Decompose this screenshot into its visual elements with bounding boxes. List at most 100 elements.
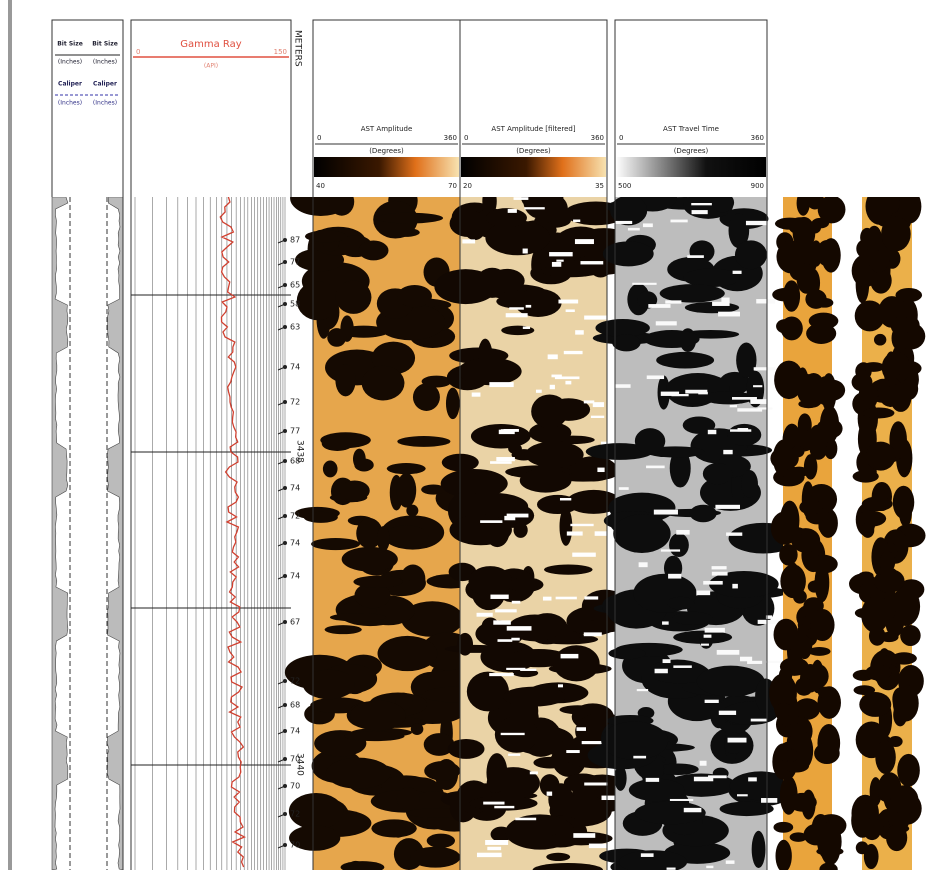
image-streak: [699, 760, 707, 766]
image-streak: [730, 429, 752, 432]
image-blob: [897, 753, 920, 787]
image-blob: [303, 511, 338, 523]
image-streak: [580, 261, 604, 265]
image-blob: [891, 652, 917, 665]
image-blob: [401, 601, 464, 637]
image-streak: [476, 852, 502, 858]
image-blob: [796, 263, 817, 294]
dip-label: 72: [290, 677, 300, 686]
image-streak: [715, 504, 741, 509]
image-blob: [774, 360, 804, 400]
image-blob: [891, 326, 906, 350]
image-streak: [584, 315, 609, 320]
color-bar: [461, 157, 606, 177]
image-blob: [634, 428, 666, 454]
image-streak: [711, 566, 727, 570]
tadpole-head: [283, 459, 287, 463]
image-blob: [395, 692, 413, 710]
tadpole-head: [283, 365, 287, 369]
image-blob: [728, 213, 750, 249]
image-blob: [862, 407, 895, 419]
image-streak: [506, 513, 529, 518]
image-blob: [796, 197, 810, 216]
image-streak: [706, 865, 714, 869]
image-streak: [673, 665, 692, 668]
image-blob: [773, 821, 794, 833]
image-blob: [856, 510, 887, 527]
image-blob: [304, 230, 348, 243]
image-streak: [576, 727, 586, 731]
image-blob: [612, 334, 641, 352]
image-streak: [640, 853, 654, 857]
image-streak: [508, 753, 521, 756]
image-blob: [468, 566, 513, 597]
image-blob: [341, 546, 398, 572]
image-blob: [823, 438, 838, 460]
image-blob: [773, 618, 799, 651]
image-blob: [862, 362, 885, 372]
dip-label: 77: [290, 258, 300, 267]
image-blob: [537, 197, 558, 223]
image-blob: [344, 731, 405, 742]
image-blob: [818, 379, 846, 401]
image-streak: [662, 659, 671, 664]
depth-title: METERS: [293, 30, 303, 67]
log-overlay: 3438 3440 87 77 65 58 63 74 72 77 68 74 72 74 74 67 72 68…: [277, 236, 305, 850]
image-blob: [879, 631, 899, 643]
image-streak: [581, 741, 603, 745]
image-streak: [490, 594, 509, 599]
image-streak: [750, 399, 769, 404]
image-blob: [548, 783, 574, 816]
image-streak: [615, 220, 633, 224]
image-blob: [861, 522, 875, 538]
image-streak: [732, 270, 742, 274]
image-blob: [448, 562, 477, 582]
image-streak: [462, 239, 476, 244]
image-blob: [400, 564, 426, 593]
image-blob: [486, 753, 508, 793]
image-streak: [594, 531, 613, 536]
image-streak: [654, 668, 668, 674]
image-streak: [757, 407, 773, 410]
image-blob: [361, 365, 405, 401]
image-blob: [322, 460, 338, 478]
image-blob: [531, 394, 568, 429]
gamma-title: Gamma Ray: [180, 39, 242, 50]
image-blob: [727, 423, 762, 446]
image-streak: [691, 202, 712, 206]
bar-low: 40: [316, 182, 325, 190]
image-streak: [504, 515, 516, 521]
image-blob: [892, 684, 919, 722]
image-streak: [753, 385, 763, 388]
image-blob: [544, 564, 593, 575]
image-streak: [559, 498, 572, 501]
tadpole-head: [283, 843, 287, 847]
image-blob: [875, 378, 891, 389]
image-streak: [683, 807, 702, 813]
image-blob: [643, 330, 700, 349]
units: (Degrees): [674, 147, 709, 155]
image-streak: [665, 300, 682, 304]
image-blob: [886, 824, 908, 852]
image-streak: [646, 465, 665, 469]
image-blob: [512, 668, 539, 678]
image-streak: [563, 350, 583, 355]
image-streak: [601, 795, 617, 801]
image-streak: [575, 330, 584, 335]
image-streak: [600, 441, 610, 446]
image-blob: [808, 647, 831, 656]
image-blob: [610, 197, 648, 226]
image-streak: [565, 309, 575, 313]
image-blob: [356, 518, 383, 549]
image-streak: [668, 573, 682, 579]
dip-label: 74: [290, 572, 300, 581]
image-blob: [799, 499, 823, 515]
image-blob: [386, 463, 426, 475]
page-edge: [8, 0, 12, 870]
image-blob: [485, 220, 551, 256]
image-blob: [865, 197, 894, 225]
tadpole-head: [283, 729, 287, 733]
image-blob: [514, 288, 562, 317]
image-blob: [340, 861, 385, 870]
